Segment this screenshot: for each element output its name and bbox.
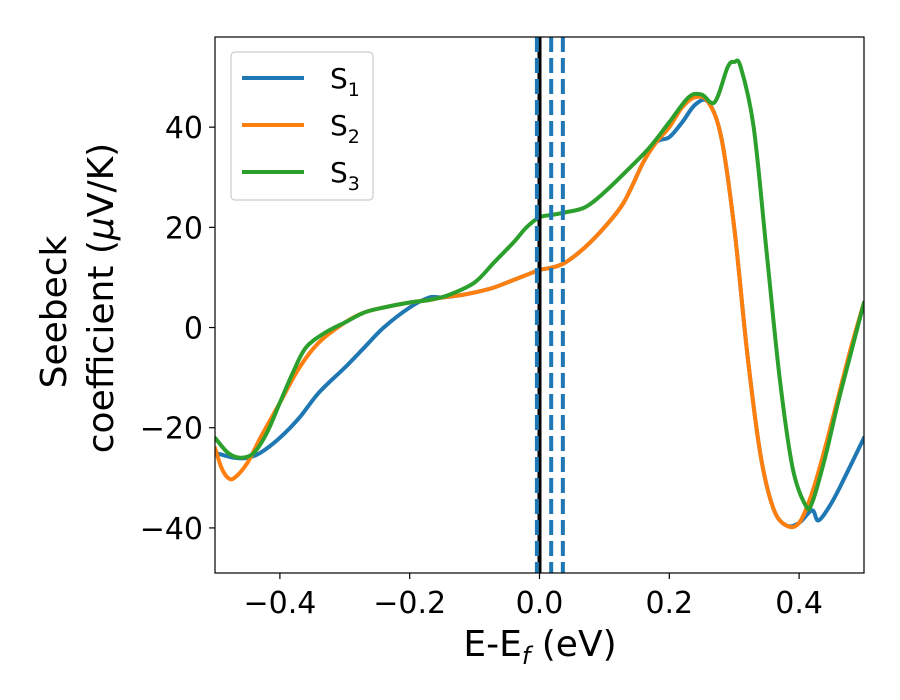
y-tick-label-1: −20 <box>140 412 203 447</box>
legend-label-s2: S2 <box>330 109 360 148</box>
y-tick-label-0: −40 <box>140 512 203 547</box>
legend: S1 S2 S3 <box>230 51 374 201</box>
series-line-s3 <box>215 58 864 512</box>
y-axis-title-line1: Seebeck <box>34 235 75 388</box>
x-tick-label-0: −0.4 <box>243 586 316 621</box>
x-tick-label-1: −0.2 <box>373 586 446 621</box>
axes: −0.4 −0.2 0.0 0.2 0.4 −40 −20 0 20 40 <box>140 36 865 621</box>
legend-label-s3: S3 <box>330 156 360 195</box>
legend-label-s1: S1 <box>330 62 360 101</box>
y-tick-label-2: 0 <box>184 312 203 347</box>
series-line-s2 <box>215 94 864 530</box>
x-tick-label-2: 0.0 <box>516 586 564 621</box>
plot-lines <box>215 37 864 573</box>
x-tick-label-4: 0.4 <box>775 586 823 621</box>
x-axis-title: E-Ef (eV) <box>463 624 616 670</box>
y-axis-title-mu: μ <box>81 217 122 241</box>
y-tick-label-4: 40 <box>165 111 203 146</box>
y-axis-title-line2: coefficient (μV/K) <box>81 143 122 453</box>
x-tick-label-3: 0.2 <box>645 586 693 621</box>
y-tick-label-3: 20 <box>165 211 203 246</box>
plot-area <box>215 37 864 573</box>
